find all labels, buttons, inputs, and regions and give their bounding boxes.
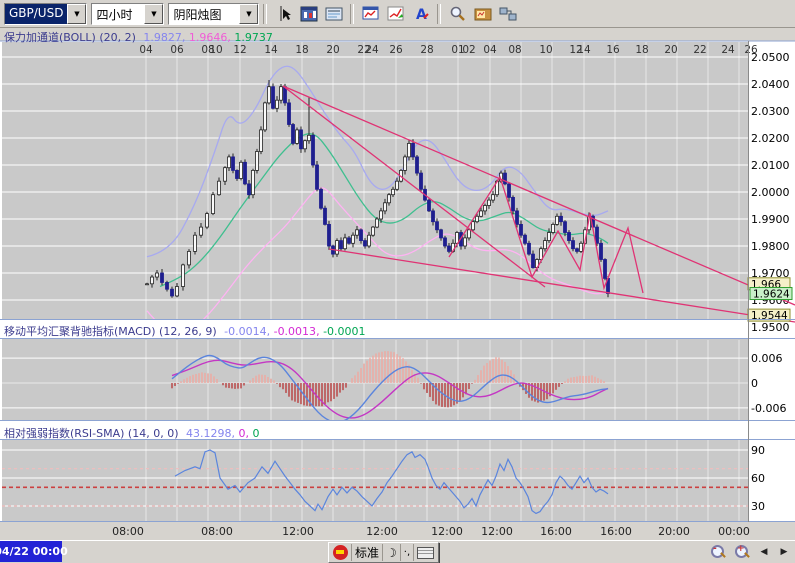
macd-title-band: [0, 320, 748, 339]
new-chart-icon[interactable]: [359, 3, 382, 24]
ime-toolbar[interactable]: 标准 ☽ ·,: [328, 542, 440, 563]
macd-value: -0.0014: [224, 325, 273, 338]
status-bar: 04/22 00:00 标准 ☽ ·, - + ◀ ▶: [0, 540, 795, 563]
zoom-out-button[interactable]: -: [707, 543, 729, 561]
svg-text:A: A: [416, 7, 427, 23]
rsi-pane[interactable]: [2, 440, 748, 522]
toolbar-separator: [350, 3, 355, 24]
macd-hist-value: -0.0001: [323, 325, 366, 338]
symbol-value[interactable]: GBP/USD: [5, 3, 68, 24]
time-axis-band: [0, 522, 795, 540]
save-image-icon[interactable]: [471, 3, 494, 24]
timeframe-combobox[interactable]: 四小时 ▼: [91, 2, 165, 25]
window-layout-icon[interactable]: [496, 3, 519, 24]
boll-upper-value: 1.9827: [143, 31, 189, 44]
rsi-label: 相对强弱指数(RSI-SMA) (14, 0, 0): [4, 427, 179, 440]
toolbar-separator: [437, 3, 442, 24]
macd-label: 移动平均汇聚背驰指标(MACD) (12, 26, 9): [4, 325, 217, 338]
timeframe-dropdown-arrow-icon[interactable]: ▼: [144, 3, 164, 24]
symbol-dropdown-arrow-icon[interactable]: ▼: [67, 3, 87, 24]
toolbar-separator: [263, 3, 268, 24]
macd-indicator-caption: 移动平均汇聚背驰指标(MACD) (12, 26, 9) -0.0014-0.0…: [4, 323, 366, 339]
chart-nav-buttons: - + ◀ ▶: [705, 542, 793, 561]
ime-keyboard-button[interactable]: [414, 544, 437, 561]
crosshair-tool-icon[interactable]: [272, 3, 295, 24]
price-pane[interactable]: [2, 42, 748, 320]
text-tool-icon[interactable]: A: [409, 3, 432, 24]
line-chart-icon[interactable]: [384, 3, 407, 24]
ime-logo-icon: [333, 545, 348, 560]
symbol-combobox[interactable]: GBP/USD ▼: [4, 2, 88, 25]
rsi-value: 43.1298: [186, 427, 239, 440]
rsi-p2-value: 0: [238, 427, 252, 440]
ime-punctuation-button[interactable]: ·,: [401, 544, 415, 561]
keyboard-icon: [417, 546, 435, 559]
boll-indicator-caption: 保力加通道(BOLL) (20, 2) 1.98271.96461.9737: [4, 29, 273, 45]
charttype-combobox[interactable]: 阴阳烛图 ▼: [168, 2, 260, 25]
scroll-left-button[interactable]: ◀: [760, 546, 768, 557]
main-toolbar: GBP/USD ▼ 四小时 ▼ 阴阳烛图 ▼ A: [0, 0, 795, 28]
timeframe-value[interactable]: 四小时: [92, 3, 145, 24]
charttype-value[interactable]: 阴阳烛图: [169, 3, 240, 24]
boll-label: 保力加通道(BOLL) (20, 2): [4, 31, 136, 44]
ime-mode-button[interactable]: 标准: [352, 544, 384, 561]
macd-signal-value: -0.0013: [274, 325, 323, 338]
zoom-tool-icon[interactable]: [446, 3, 469, 24]
cursor-datetime: 04/22 00:00: [0, 541, 68, 562]
candle-chart-icon[interactable]: [297, 3, 320, 24]
scroll-right-button[interactable]: ▶: [780, 546, 788, 557]
rsi-title-band: [0, 421, 748, 440]
data-window-icon[interactable]: [322, 3, 345, 24]
macd-pane[interactable]: [2, 339, 748, 421]
boll-mid-value: 1.9737: [234, 31, 273, 44]
charttype-dropdown-arrow-icon[interactable]: ▼: [239, 3, 259, 24]
ime-fullhalf-icon[interactable]: ☽: [383, 544, 401, 561]
ime-logo-button[interactable]: [330, 544, 352, 561]
boll-lower-value: 1.9646: [189, 31, 235, 44]
zoom-in-button[interactable]: +: [731, 543, 753, 561]
rsi-indicator-caption: 相对强弱指数(RSI-SMA) (14, 0, 0) 43.129800: [4, 425, 259, 441]
rsi-p3-value: 0: [252, 427, 260, 440]
